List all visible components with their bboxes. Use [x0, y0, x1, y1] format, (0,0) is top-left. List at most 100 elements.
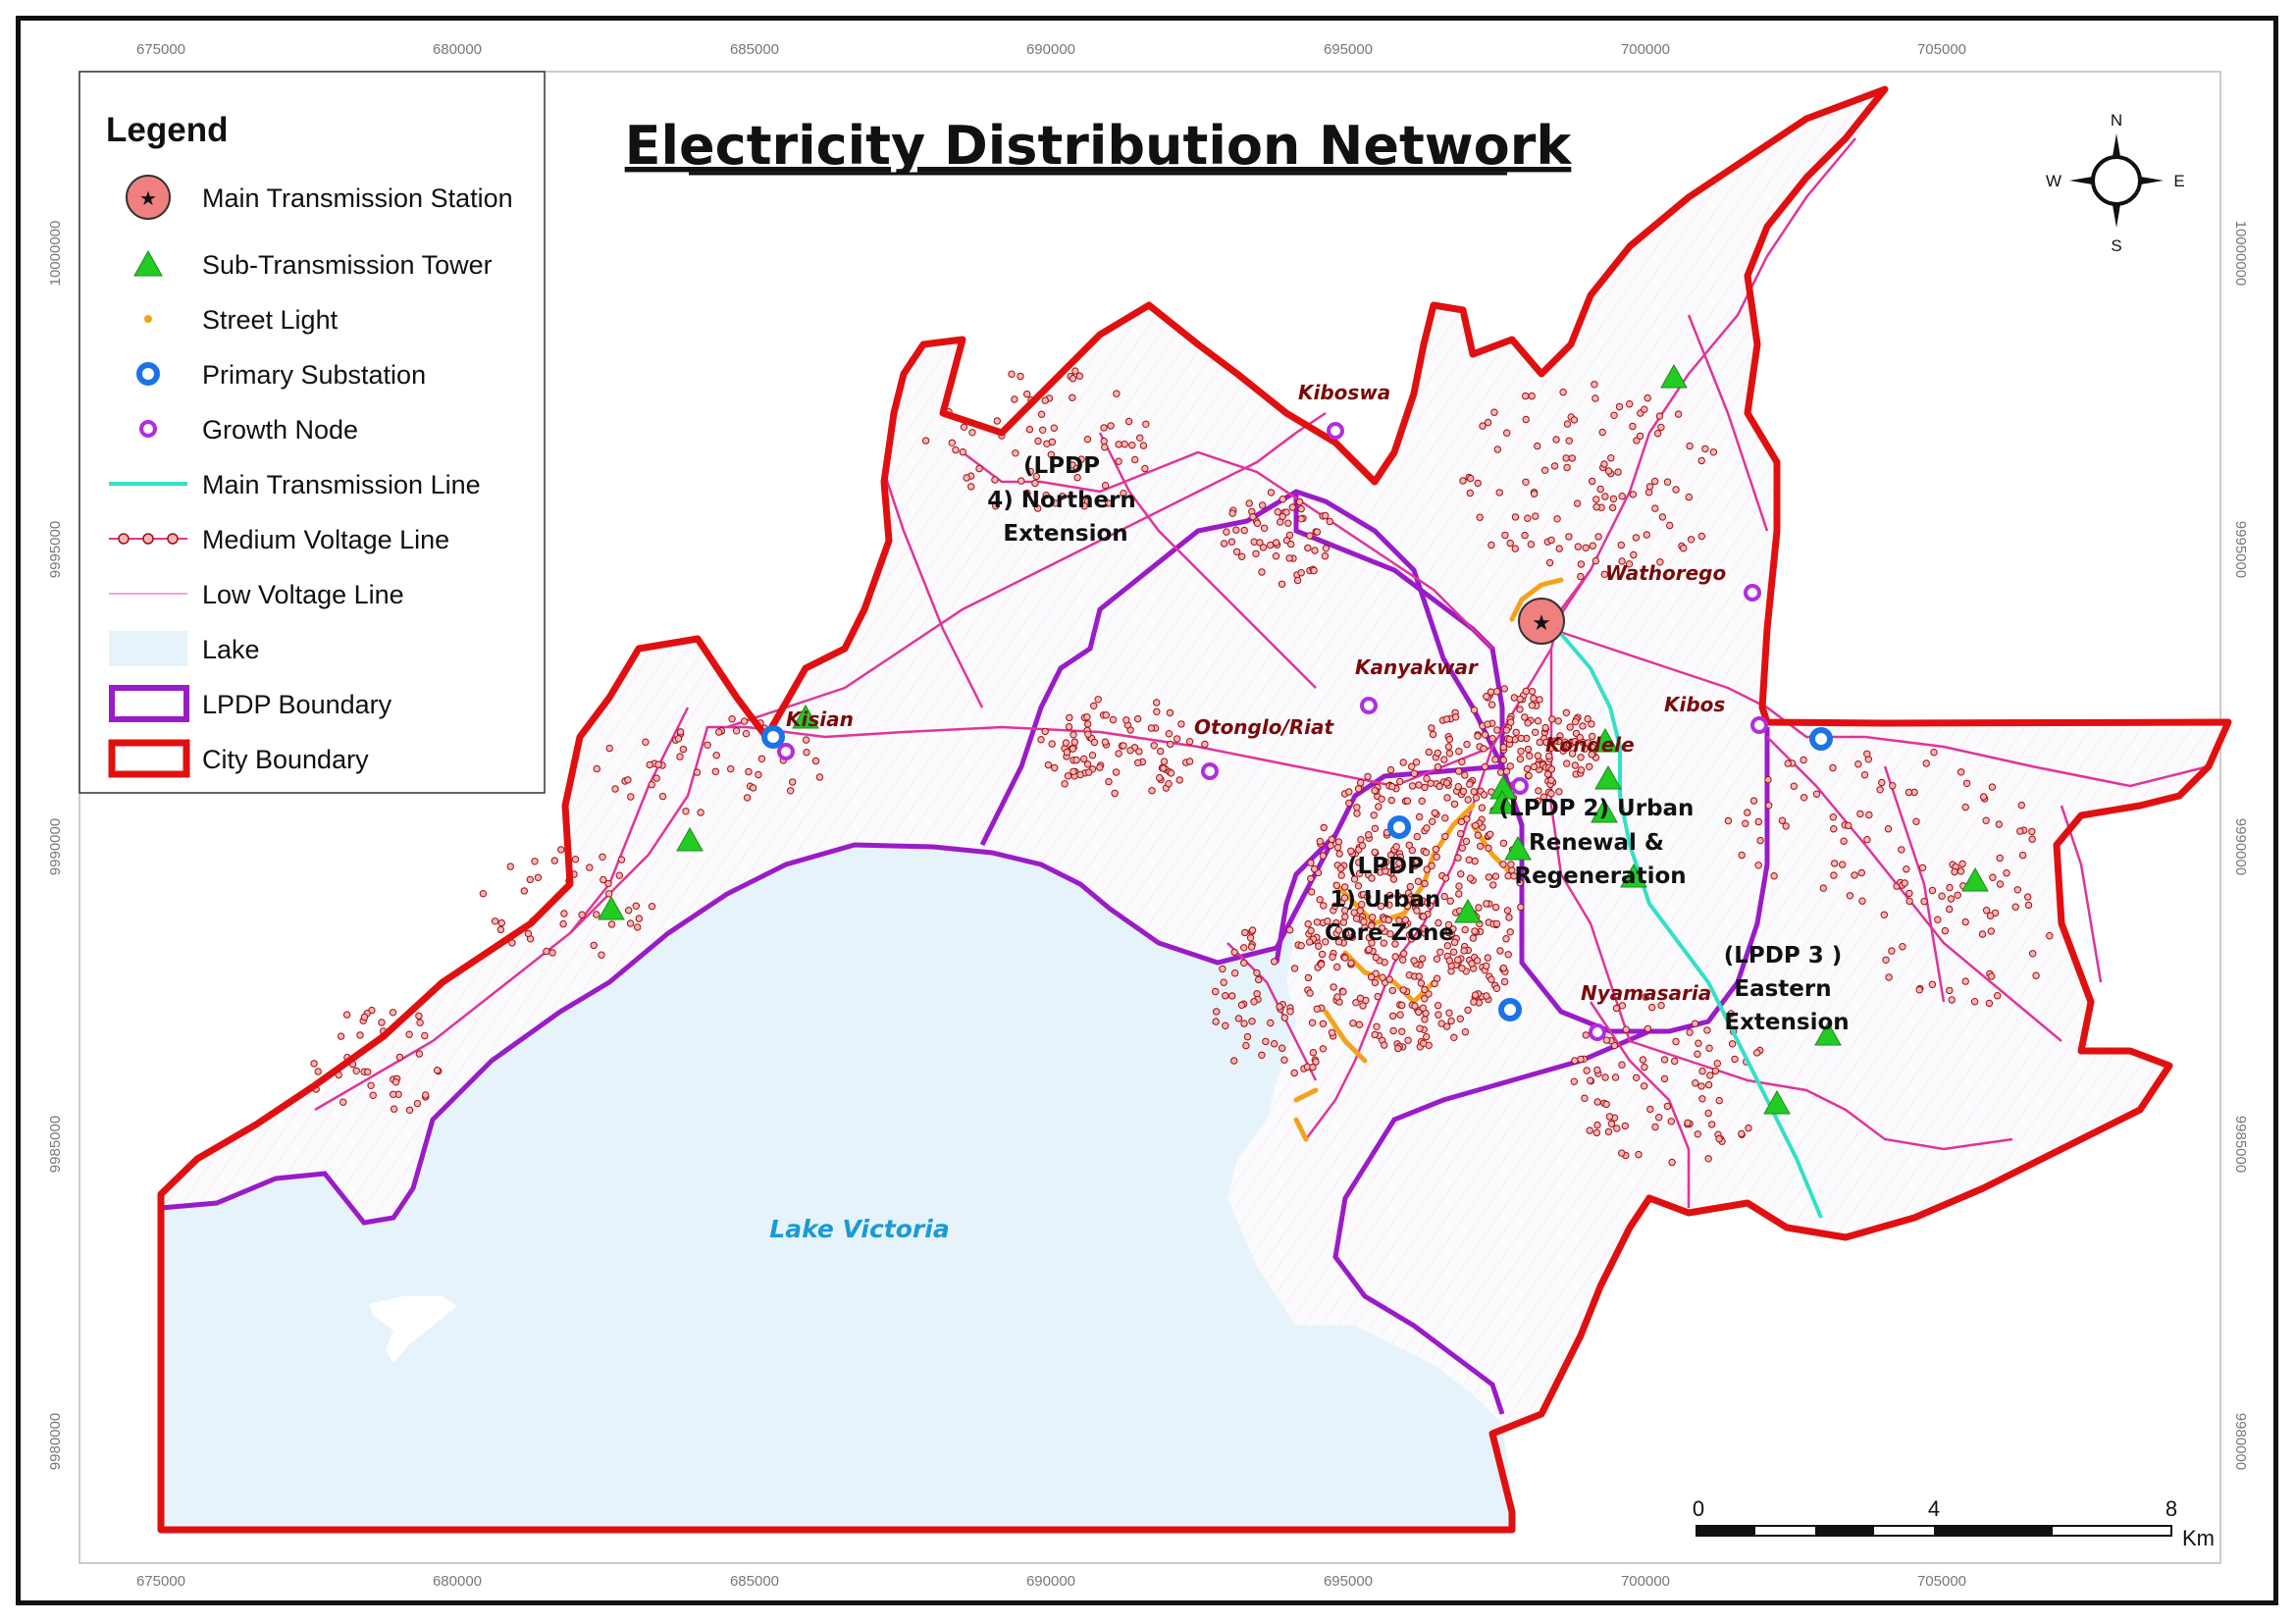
mv-pole [1278, 496, 1287, 503]
map-canvas[interactable]: 675000 680000 685000 690000 695000 700000 7050… [21, 21, 2283, 1610]
mv-pole [1408, 762, 1416, 770]
growth-node-icon[interactable] [1201, 762, 1219, 780]
mv-pole [524, 929, 532, 938]
mv-pole [2024, 893, 2032, 901]
mv-pole-dots [310, 367, 2054, 1167]
mv-pole [1392, 843, 1400, 851]
mv-pole [1946, 986, 1954, 995]
tower-icon[interactable] [1592, 727, 1619, 753]
tower-icon[interactable] [1454, 898, 1482, 923]
mv-pole [1445, 957, 1454, 965]
mv-pole [1394, 892, 1402, 900]
legend-item: Street Light [144, 305, 339, 335]
substation-icon[interactable] [1498, 998, 1522, 1021]
mv-pole [1124, 417, 1133, 426]
tower-icon[interactable] [792, 704, 819, 729]
mv-pole [1989, 873, 1997, 881]
mv-pole [1280, 1014, 1289, 1021]
mv-pole [1656, 558, 1664, 566]
mv-pole [1232, 526, 1240, 534]
substation-icon[interactable] [1809, 727, 1833, 751]
mv-pole [1471, 991, 1480, 999]
growth-node-icon[interactable] [1744, 584, 1761, 602]
tower-icon[interactable] [1504, 835, 1532, 861]
mv-pole [1577, 1055, 1585, 1064]
mv-pole [1559, 747, 1567, 755]
scale-label-4: 4 [1928, 1496, 1940, 1521]
main-transmission-station[interactable]: ★ [1518, 598, 1565, 645]
mv-pole [1455, 748, 1463, 756]
mv-pole [405, 1030, 413, 1038]
mv-pole [1063, 748, 1071, 757]
mv-pole [1474, 479, 1482, 488]
substation-icon[interactable] [1387, 815, 1411, 839]
mv-pole [1306, 938, 1314, 946]
mv-pole [1250, 998, 1258, 1006]
svg-text:★: ★ [139, 186, 157, 210]
tower-icon[interactable] [1591, 798, 1618, 823]
mv-pole [1593, 1066, 1601, 1074]
mv-pole [1245, 499, 1253, 507]
mv-pole [1348, 933, 1357, 941]
mv-pole [1415, 812, 1424, 821]
legend-label: Primary Substation [202, 360, 426, 390]
growth-node-icon[interactable] [1360, 697, 1378, 714]
tower-icon[interactable] [1660, 363, 1688, 389]
mv-pole [1388, 782, 1396, 791]
growth-node-icon[interactable] [1327, 422, 1344, 440]
mv-pole [1156, 773, 1164, 782]
mv-pole [1995, 820, 2004, 828]
mv-pole [1165, 730, 1174, 738]
tower-icon[interactable] [598, 895, 625, 920]
x-ticks-top: 675000 680000 685000 690000 695000 700000 7050… [136, 41, 1966, 58]
mv-pole [1339, 988, 1347, 996]
mv-pole [1778, 816, 1787, 824]
mv-pole [635, 915, 643, 922]
x-tick-top: 695000 [1324, 41, 1373, 58]
tower-icon[interactable] [676, 826, 704, 852]
mv-pole [1876, 786, 1884, 794]
mv-pole [1072, 756, 1080, 764]
mv-pole [1470, 998, 1478, 1006]
mv-pole [1565, 533, 1573, 541]
tower-icon[interactable] [1814, 1021, 1842, 1046]
mv-pole [1352, 999, 1360, 1007]
mv-pole [1048, 438, 1057, 446]
tower-icon[interactable] [1763, 1089, 1791, 1115]
mv-pole [578, 911, 586, 918]
mv-pole [1499, 861, 1507, 868]
mv-pole [1304, 919, 1312, 928]
mv-pole [600, 875, 607, 884]
mv-pole [1240, 944, 1248, 952]
mv-pole [1901, 879, 1909, 887]
tower-icon[interactable] [1594, 764, 1622, 790]
mv-pole [1240, 959, 1248, 967]
tower-icon[interactable] [1488, 789, 1516, 814]
mv-pole [1401, 916, 1410, 924]
mv-pole [749, 784, 757, 792]
mv-pole [593, 764, 600, 773]
mv-pole [1770, 872, 1778, 880]
mv-pole [1499, 839, 1508, 847]
growth-node-icon[interactable] [777, 743, 795, 760]
mv-pole [948, 439, 956, 446]
mv-pole [1071, 367, 1079, 375]
growth-node-icon[interactable] [1750, 716, 1768, 734]
mv-pole [1084, 730, 1092, 738]
mv-pole [1568, 454, 1577, 462]
mv-pole [1258, 1051, 1266, 1060]
mv-pole [1510, 694, 1519, 702]
mv-pole [413, 1099, 422, 1108]
growth-node-icon[interactable] [1511, 777, 1529, 795]
substation-icon[interactable] [761, 725, 785, 749]
mv-pole [1863, 750, 1871, 758]
tower-icon[interactable] [1961, 866, 1989, 892]
tower-icon[interactable] [1620, 863, 1647, 888]
growth-node-icon[interactable] [1589, 1023, 1606, 1041]
mv-pole [755, 770, 762, 779]
mv-pole [1259, 501, 1267, 509]
mv-pole [1391, 953, 1399, 961]
mv-pole [1434, 1002, 1442, 1010]
mv-pole [1399, 759, 1407, 766]
mv-pole [1490, 408, 1498, 416]
